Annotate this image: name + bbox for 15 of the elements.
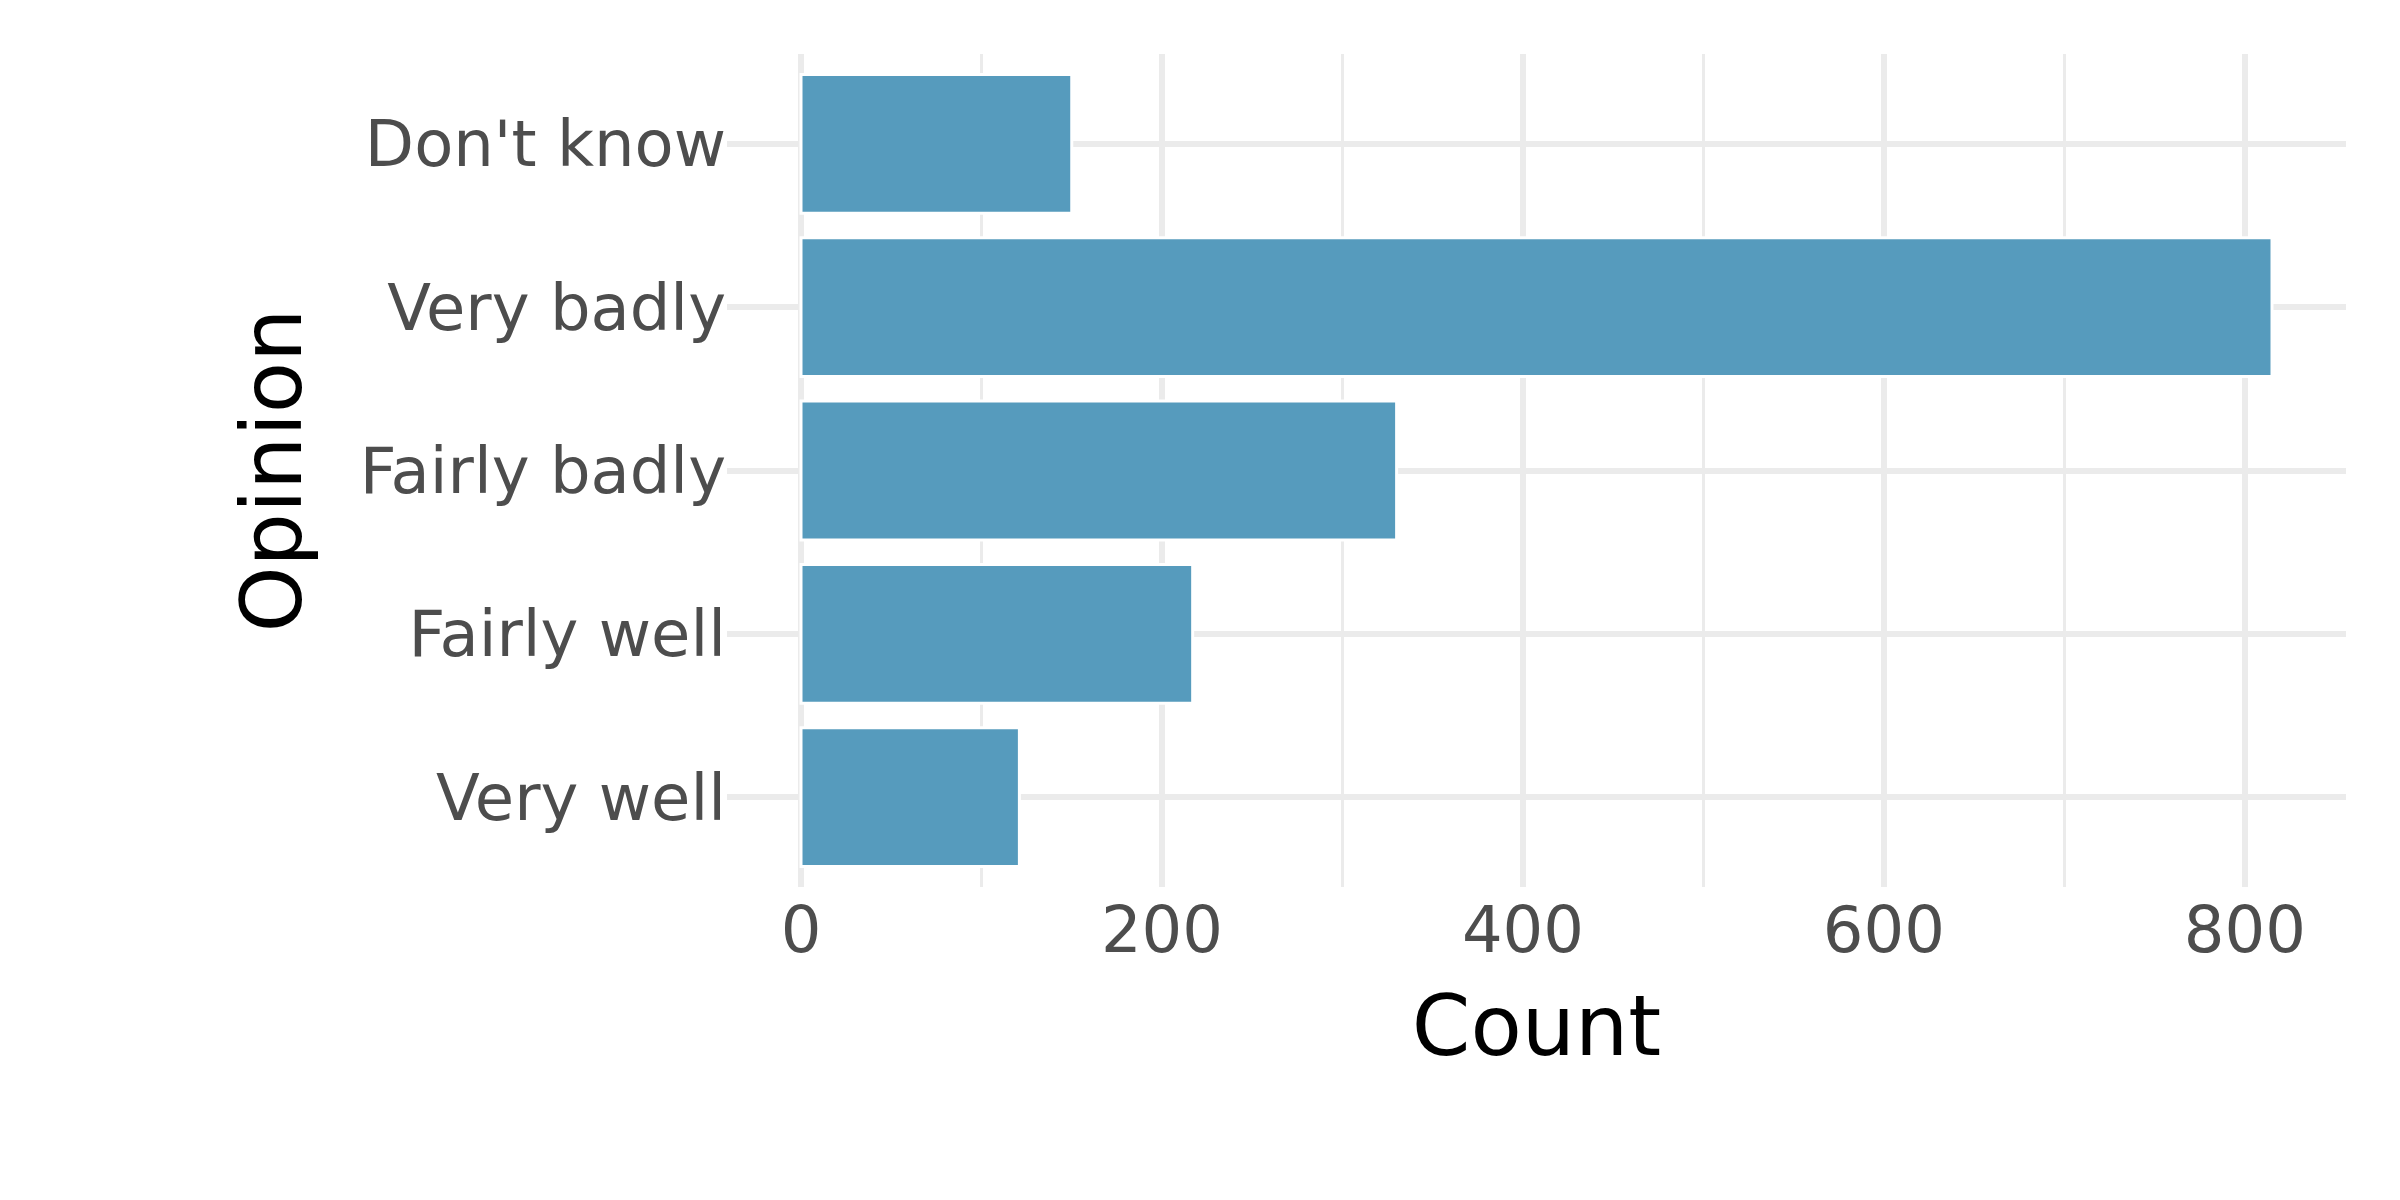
y-tick-label: Don't know: [364, 107, 726, 182]
y-tick-label: Very well: [436, 760, 726, 835]
bar: [799, 72, 1074, 215]
bar: [799, 726, 1021, 869]
x-axis-title: Count: [1411, 977, 1662, 1076]
x-tick-label: 800: [2183, 893, 2307, 967]
bar: [799, 562, 1195, 705]
x-tick-label: 400: [1461, 893, 1585, 967]
y-tick-label: Very badly: [387, 270, 726, 345]
y-axis-title: Opinion: [222, 308, 321, 633]
x-tick-label: 0: [780, 893, 822, 967]
x-tick-label: 200: [1100, 893, 1224, 967]
y-tick-label: Fairly badly: [359, 433, 726, 508]
y-tick-label: Fairly well: [408, 597, 726, 672]
x-tick-label: 600: [1822, 893, 1946, 967]
